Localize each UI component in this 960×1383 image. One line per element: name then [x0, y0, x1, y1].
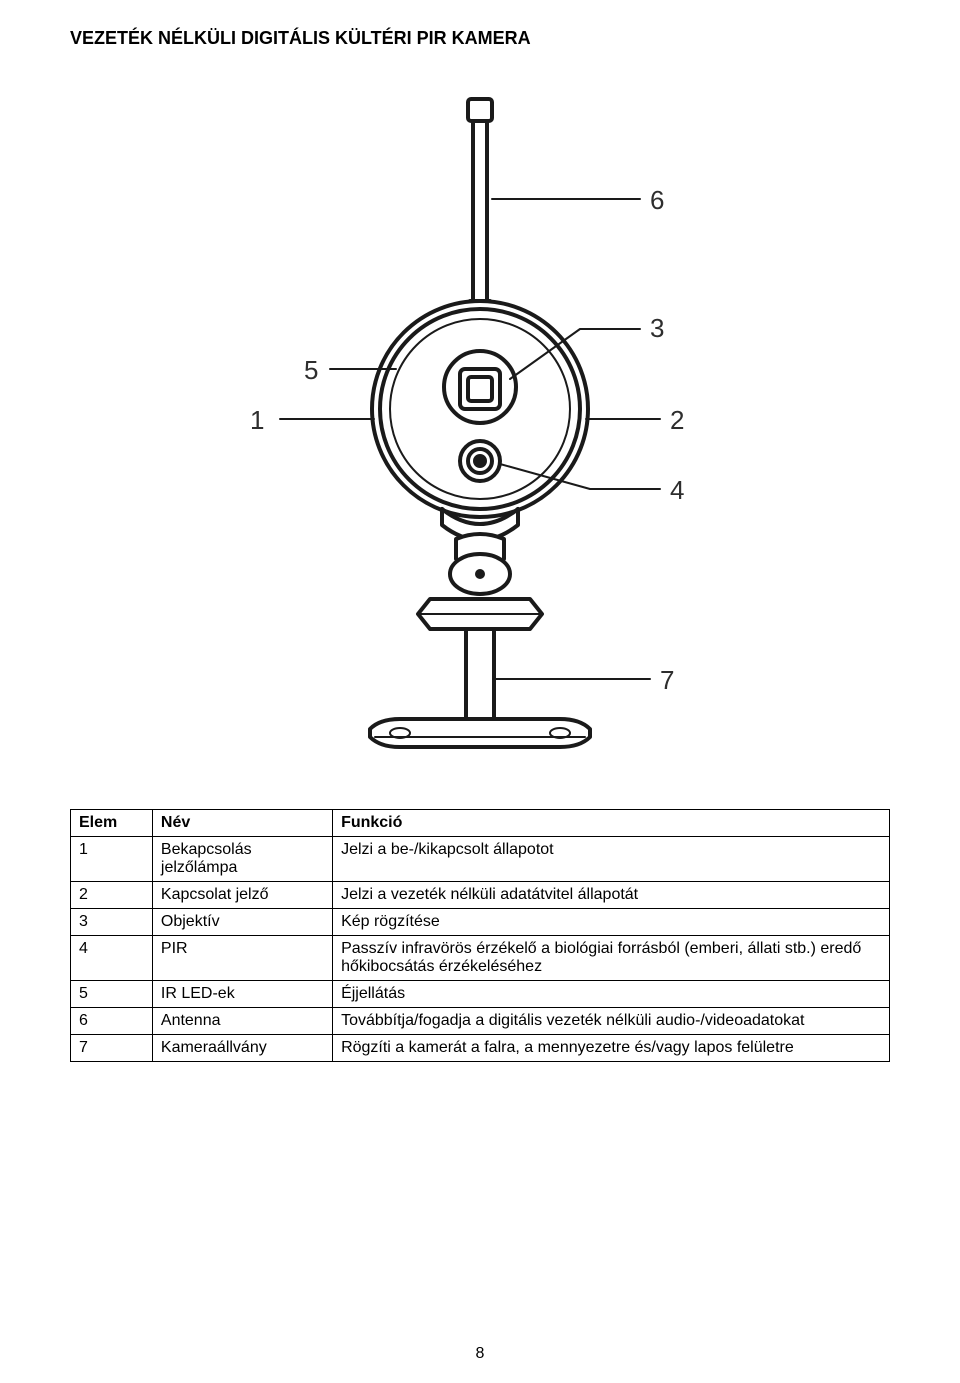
page-number: 8	[0, 1345, 960, 1363]
table-row: 2 Kapcsolat jelző Jelzi a vezeték nélkül…	[71, 882, 890, 909]
table-row: 4 PIR Passzív infravörös érzékelő a biol…	[71, 936, 890, 981]
callout-1: 1	[250, 405, 264, 436]
cell-num: 7	[71, 1035, 153, 1062]
table-row: 7 Kameraállvány Rögzíti a kamerát a falr…	[71, 1035, 890, 1062]
diagram-container: 1 2 3 4 5 6 7	[70, 69, 890, 769]
col-func: Funkció	[333, 810, 890, 837]
page-title: VEZETÉK NÉLKÜLI DIGITÁLIS KÜLTÉRI PIR KA…	[70, 28, 890, 49]
cell-name: Kapcsolat jelző	[152, 882, 332, 909]
camera-diagram: 1 2 3 4 5 6 7	[220, 69, 740, 769]
cell-num: 3	[71, 909, 153, 936]
callout-5: 5	[304, 355, 318, 386]
cell-name: PIR	[152, 936, 332, 981]
callout-3: 3	[650, 313, 664, 344]
cell-func: Rögzíti a kamerát a falra, a mennyezetre…	[333, 1035, 890, 1062]
camera-illustration	[220, 69, 740, 769]
cell-name: Bekapcsolás jelzőlámpa	[152, 837, 332, 882]
callout-6: 6	[650, 185, 664, 216]
cell-num: 5	[71, 981, 153, 1008]
table-row: 3 Objektív Kép rögzítése	[71, 909, 890, 936]
cell-name: IR LED-ek	[152, 981, 332, 1008]
cell-num: 6	[71, 1008, 153, 1035]
cell-func: Passzív infravörös érzékelő a biológiai …	[333, 936, 890, 981]
cell-func: Továbbítja/fogadja a digitális vezeték n…	[333, 1008, 890, 1035]
cell-func: Jelzi a vezeték nélküli adatátvitel álla…	[333, 882, 890, 909]
cell-name: Objektív	[152, 909, 332, 936]
cell-num: 4	[71, 936, 153, 981]
cell-func: Kép rögzítése	[333, 909, 890, 936]
cell-func: Jelzi a be-/kikapcsolt állapotot	[333, 837, 890, 882]
cell-num: 1	[71, 837, 153, 882]
table-row: 5 IR LED-ek Éjjellátás	[71, 981, 890, 1008]
table-row: 1 Bekapcsolás jelzőlámpa Jelzi a be-/kik…	[71, 837, 890, 882]
table-row: 6 Antenna Továbbítja/fogadja a digitális…	[71, 1008, 890, 1035]
cell-name: Kameraállvány	[152, 1035, 332, 1062]
cell-func: Éjjellátás	[333, 981, 890, 1008]
parts-table: Elem Név Funkció 1 Bekapcsolás jelzőlámp…	[70, 809, 890, 1062]
col-name: Név	[152, 810, 332, 837]
cell-name: Antenna	[152, 1008, 332, 1035]
callout-7: 7	[660, 665, 674, 696]
col-elem: Elem	[71, 810, 153, 837]
cell-num: 2	[71, 882, 153, 909]
callout-2: 2	[670, 405, 684, 436]
page: VEZETÉK NÉLKÜLI DIGITÁLIS KÜLTÉRI PIR KA…	[0, 0, 960, 1383]
table-header-row: Elem Név Funkció	[71, 810, 890, 837]
callout-4: 4	[670, 475, 684, 506]
